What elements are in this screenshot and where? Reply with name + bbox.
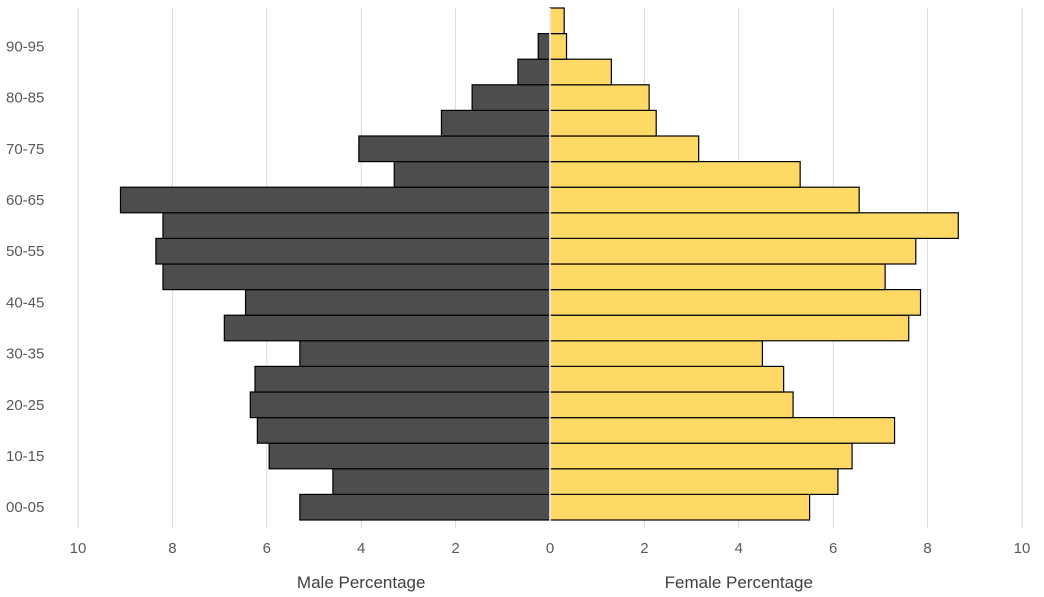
female-bar xyxy=(549,135,700,163)
male-bar xyxy=(119,186,551,214)
x-axis-title-female: Female Percentage xyxy=(665,573,813,592)
female-bar xyxy=(549,468,839,495)
female-bar xyxy=(549,161,801,188)
female-bar xyxy=(549,58,612,86)
y-tick-label: 80-85 xyxy=(6,90,44,107)
female-bar xyxy=(549,365,785,393)
female-bar xyxy=(549,391,794,419)
y-tick-label: 40-45 xyxy=(6,294,44,311)
female-bar xyxy=(549,289,922,316)
x-tick-label: 6 xyxy=(829,540,837,557)
x-tick-label: 4 xyxy=(357,540,365,557)
bars xyxy=(119,7,959,521)
male-bar xyxy=(256,417,551,444)
male-bar xyxy=(332,468,551,495)
male-bar xyxy=(299,340,551,367)
female-bar xyxy=(549,212,959,240)
female-bar xyxy=(549,7,565,35)
x-tick-label: 8 xyxy=(923,540,931,557)
male-bar xyxy=(268,442,551,470)
male-bar xyxy=(155,237,551,265)
male-bar xyxy=(254,365,551,393)
y-tick-label: 00-05 xyxy=(6,499,44,516)
female-bar xyxy=(549,314,910,342)
x-tick-labels: 10 8 6 4 2 0 2 4 6 8 10 xyxy=(70,540,1031,557)
male-bar xyxy=(537,32,551,60)
y-tick-label: 90-95 xyxy=(6,38,44,55)
male-bar xyxy=(249,391,551,419)
female-bar xyxy=(549,84,650,112)
y-tick-labels: 00-05 10-15 20-25 30-35 40-45 50-55 60-65 70-75… xyxy=(6,38,44,516)
female-bar xyxy=(549,186,860,214)
male-bar xyxy=(244,289,551,316)
female-bar xyxy=(549,263,886,291)
y-tick-label: 50-55 xyxy=(6,243,44,260)
male-bar xyxy=(358,135,551,163)
female-bar xyxy=(549,109,657,137)
male-bar xyxy=(393,161,551,188)
y-tick-label: 10-15 xyxy=(6,448,44,465)
y-tick-label: 70-75 xyxy=(6,141,44,158)
female-bar xyxy=(549,442,853,470)
female-bar xyxy=(549,493,811,521)
female-bar xyxy=(549,340,763,367)
x-tick-label: 10 xyxy=(70,540,87,557)
female-bar xyxy=(549,237,917,265)
x-axis-title-male: Male Percentage xyxy=(297,573,426,592)
x-tick-label: 2 xyxy=(640,540,648,557)
y-tick-label: 60-65 xyxy=(6,192,44,209)
y-tick-label: 20-25 xyxy=(6,397,44,414)
male-bar xyxy=(223,314,551,342)
x-tick-label: 6 xyxy=(263,540,271,557)
x-tick-label: 10 xyxy=(1014,540,1031,557)
y-tick-label: 30-35 xyxy=(6,346,44,363)
x-tick-label: 2 xyxy=(451,540,459,557)
male-bar xyxy=(471,84,551,112)
x-tick-label: 0 xyxy=(546,540,554,557)
x-tick-label: 4 xyxy=(735,540,743,557)
x-tick-label: 8 xyxy=(168,540,176,557)
male-bar xyxy=(162,263,551,291)
male-bar xyxy=(162,212,551,240)
male-bar xyxy=(299,493,551,521)
female-bar xyxy=(549,417,896,444)
female-bar xyxy=(549,32,568,60)
male-bar xyxy=(440,109,551,137)
male-bar xyxy=(517,58,551,86)
